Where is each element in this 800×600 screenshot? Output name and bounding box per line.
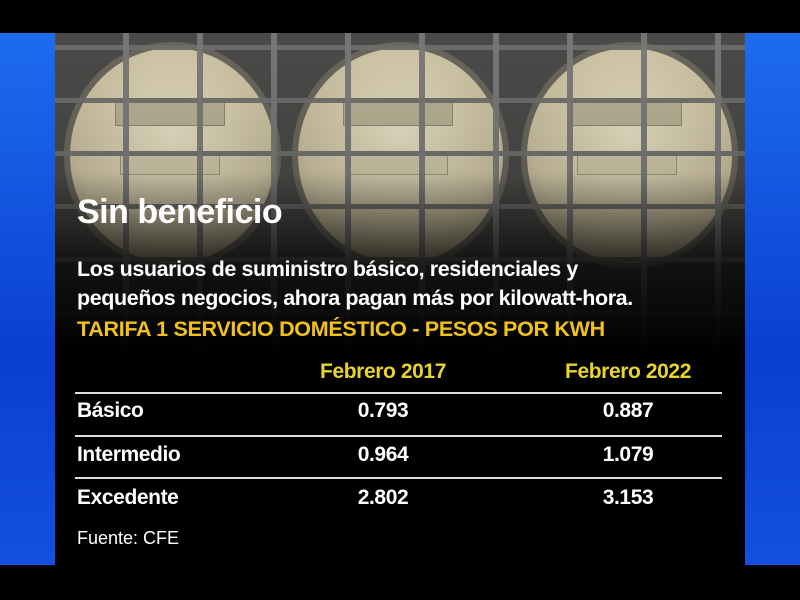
table-row: Básico 0.793 0.887 (77, 399, 654, 422)
table-row: Excedente 2.802 3.153 (77, 486, 654, 509)
infographic: Sin beneficio Los usuarios de suministro… (55, 33, 745, 565)
column-header: Febrero 2017 (320, 360, 446, 383)
table-row: Intermedio 0.964 1.079 (77, 443, 654, 466)
divider (75, 477, 722, 479)
subtitle: Los usuarios de suministro básico, resid… (77, 257, 633, 310)
source-note: Fuente: CFE (77, 528, 180, 548)
left-blue-bar (0, 33, 56, 565)
divider (75, 392, 722, 394)
right-blue-bar (744, 33, 800, 565)
column-header: Febrero 2022 (565, 360, 691, 383)
divider (75, 435, 722, 437)
headline: Sin beneficio (77, 193, 283, 231)
table-caption: TARIFA 1 SERVICIO DOMÉSTICO - PESOS POR … (77, 317, 605, 341)
